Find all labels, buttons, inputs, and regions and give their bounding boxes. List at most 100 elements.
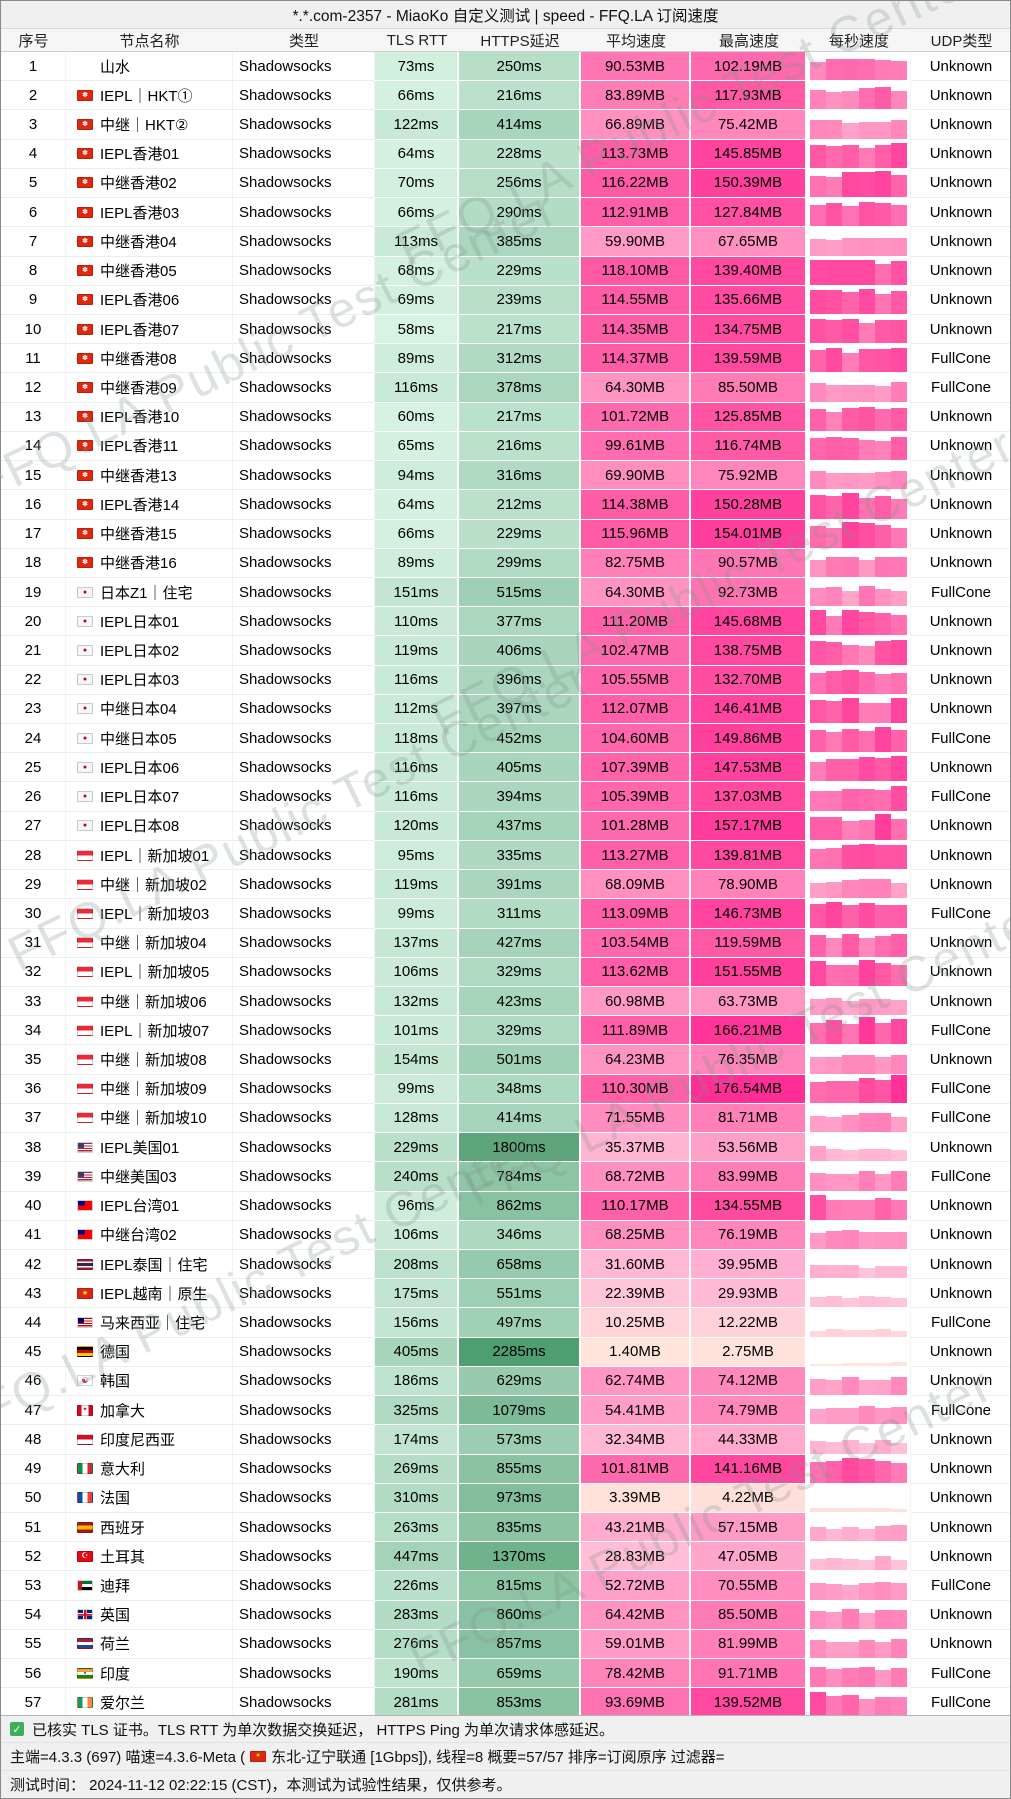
udp-type-cell: Unknown [911, 227, 1010, 257]
node-type: Shadowsocks [233, 1249, 375, 1280]
node-name-cell: ✽ 中继香港05 [66, 256, 233, 286]
speed-bar [826, 411, 843, 431]
tls-rtt-cell: 116ms [375, 665, 459, 695]
node-type: Shadowsocks [233, 490, 375, 520]
tls-rtt-cell: 101ms [375, 1016, 459, 1046]
speed-bar [809, 1559, 827, 1571]
node-type: Shadowsocks [233, 1425, 375, 1455]
speed-bars-chart [807, 636, 911, 666]
max-speed-cell: 85.50MB [691, 1600, 807, 1630]
speed-bar [842, 964, 859, 986]
udp-type-cell: Unknown [911, 1629, 1010, 1660]
row-number: 30 [1, 899, 66, 929]
udp-type-cell: Unknown [911, 52, 1010, 82]
node-name: IEPL日本08 [100, 818, 180, 836]
row-number: 16 [1, 490, 66, 520]
speed-bar [890, 1330, 908, 1337]
speed-bar [890, 1583, 908, 1600]
node-name-cell: 印度尼西亚 [66, 1425, 233, 1455]
udp-type-cell: Unknown [911, 1191, 1010, 1221]
speed-bar [874, 962, 891, 986]
node-type: Shadowsocks [233, 548, 375, 578]
udp-type-cell: Unknown [911, 607, 1010, 637]
speed-bar [890, 786, 908, 811]
speed-bar [826, 437, 843, 461]
speed-bar [842, 644, 859, 665]
node-name-cell: ✽ 中继香港09 [66, 373, 233, 403]
node-name: IEPL｜新加坡05 [100, 964, 210, 982]
max-speed-cell: 138.75MB [691, 636, 807, 666]
speed-bar [890, 730, 908, 753]
speed-bar [858, 323, 875, 344]
node-type: Shadowsocks [233, 461, 375, 491]
speed-bar [826, 848, 843, 870]
speed-bar [809, 1232, 827, 1249]
speed-bars-chart [807, 256, 911, 286]
table-row: 21 ● IEPL日本02 Shadowsocks 119ms 406ms 102.47MB… [1, 636, 1010, 666]
row-number: 42 [1, 1249, 66, 1280]
node-name: 中继香港09 [100, 380, 177, 398]
udp-type-cell: Unknown [911, 198, 1010, 228]
header-max-speed: 最高速度 [718, 32, 779, 50]
udp-type-cell: Unknown [911, 548, 1010, 578]
speed-bar [826, 732, 843, 753]
speed-bar [826, 1056, 843, 1074]
speed-bar [858, 703, 875, 724]
speed-bar [826, 759, 843, 782]
speed-bar [842, 1149, 859, 1162]
node-name: 中继香港04 [100, 233, 177, 251]
speed-bars-chart [807, 1425, 911, 1455]
speed-bars-chart [807, 344, 911, 374]
speed-bar [890, 1019, 908, 1045]
speed-bar [842, 291, 859, 314]
avg-speed-cell: 10.25MB [581, 1308, 691, 1338]
max-speed-cell: 92.73MB [691, 577, 807, 608]
max-speed-cell: 132.70MB [691, 665, 807, 695]
avg-speed-cell: 115.96MB [581, 519, 691, 549]
row-number: 26 [1, 782, 66, 812]
speed-bar [809, 350, 827, 373]
node-type: Shadowsocks [233, 373, 375, 403]
speed-bars-chart [807, 461, 911, 491]
speed-bar [809, 1296, 827, 1308]
speed-bar [809, 1691, 827, 1717]
avg-speed-cell: 111.89MB [581, 1016, 691, 1046]
table-row: 29 中继｜新加坡02 Shadowsocks 119ms 391ms 68.09MB 78… [1, 870, 1010, 900]
avg-speed-cell: 114.35MB [581, 314, 691, 345]
tls-rtt-cell: 405ms [375, 1337, 459, 1367]
node-name-cell: ✽ IEPL香港06 [66, 285, 233, 315]
speed-bar [842, 259, 859, 285]
row-number: 38 [1, 1133, 66, 1163]
speed-bar [809, 408, 827, 431]
speed-bars-chart [807, 1308, 911, 1338]
speed-bar [858, 879, 875, 899]
https-latency-cell: 378ms [459, 373, 581, 403]
node-name: 马来西亚｜住宅 [100, 1315, 206, 1333]
speed-bars-chart [807, 519, 911, 549]
speed-bars-chart [807, 1045, 911, 1075]
https-latency-cell: 515ms [459, 577, 581, 608]
node-type: Shadowsocks [233, 139, 375, 169]
node-name: 土耳其 [100, 1548, 146, 1566]
header-tls-rtt: TLS RTT [386, 31, 448, 49]
tls-rtt-cell: 120ms [375, 811, 459, 841]
node-name: 中继｜新加坡08 [100, 1052, 207, 1070]
table-row: 22 ● IEPL日本03 Shadowsocks 116ms 396ms 105.55MB… [1, 665, 1010, 695]
table-row: 44 马来西亚｜住宅 Shadowsocks 156ms 497ms 10.25MB 12.… [1, 1308, 1010, 1338]
speed-bar [826, 1696, 843, 1717]
max-speed-cell: 127.84MB [691, 198, 807, 228]
speed-bar [874, 440, 891, 461]
speed-bar [858, 819, 875, 840]
node-type: Shadowsocks [233, 1279, 375, 1309]
tls-rtt-cell: 281ms [375, 1688, 459, 1718]
node-name: IEPL香港07 [100, 321, 180, 339]
speed-bar [890, 756, 908, 782]
speed-bars-chart [807, 285, 911, 315]
avg-speed-cell: 62.74MB [581, 1366, 691, 1397]
speed-bar [842, 1000, 859, 1016]
avg-speed-cell: 101.28MB [581, 811, 691, 841]
row-number: 23 [1, 694, 66, 725]
speed-bar [842, 238, 859, 256]
node-name: 中继日本04 [100, 701, 177, 719]
speed-bar [874, 121, 891, 139]
